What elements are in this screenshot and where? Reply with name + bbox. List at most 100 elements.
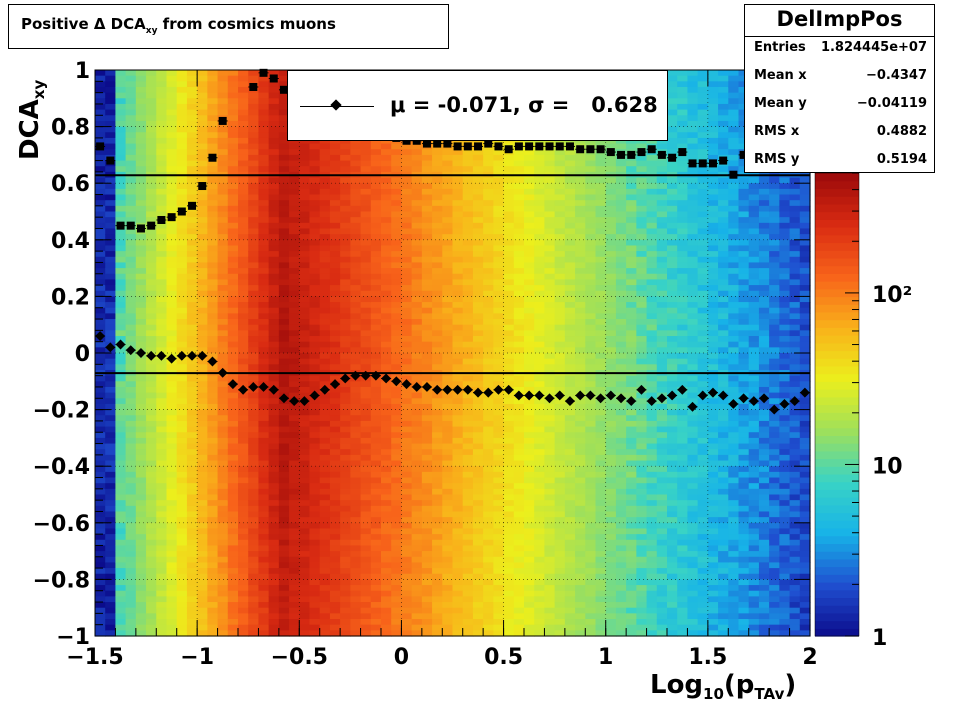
heatmap-cell [146, 409, 157, 416]
heatmap-cell [554, 619, 566, 626]
heatmap-cell [524, 375, 535, 382]
heatmap-cell [401, 319, 413, 326]
heatmap-cell [534, 409, 546, 416]
heatmap-cell [238, 205, 249, 213]
heatmap-cell [319, 313, 331, 320]
heatmap-cell [401, 551, 413, 558]
heatmap-cell [268, 262, 280, 269]
heatmap-cell [472, 268, 484, 275]
heatmap-cell [554, 149, 566, 156]
heatmap-cell [350, 290, 362, 297]
heatmap-cell [391, 194, 403, 201]
heatmap-cell [585, 177, 597, 184]
heatmap-cell [207, 522, 219, 530]
heatmap-cell [524, 386, 535, 394]
heatmap-cell [360, 392, 372, 399]
heatmap-cell [524, 573, 535, 580]
heatmap-cell [146, 268, 157, 275]
heatmap-cell [319, 494, 331, 501]
heatmap-cell [554, 262, 566, 269]
heatmap-cell [391, 511, 403, 518]
heatmap-cell [544, 602, 556, 609]
heatmap-cell [156, 268, 168, 275]
heatmap-cell [248, 296, 260, 303]
heatmap-cell [575, 353, 586, 360]
heatmap-cell [575, 200, 586, 207]
heatmap-cell [483, 596, 494, 603]
heatmap-cell [534, 619, 546, 626]
heatmap-cell [534, 160, 546, 167]
heatmap-cell [401, 177, 413, 184]
heatmap-cell [95, 307, 106, 314]
heatmap-cell [401, 188, 413, 196]
heatmap-cell [513, 262, 525, 269]
heatmap-cell [360, 624, 372, 631]
heatmap-cell [462, 619, 474, 626]
heatmap-cell [248, 353, 260, 360]
heatmap-cell [381, 590, 392, 597]
heatmap-cell [472, 358, 484, 365]
heatmap-cell [329, 551, 341, 558]
heatmap-cell [125, 205, 137, 213]
heatmap-cell [442, 324, 454, 331]
heatmap-cell [156, 296, 168, 303]
heatmap-cell [340, 602, 351, 609]
heatmap-cell [554, 443, 566, 450]
heatmap-cell [554, 239, 566, 247]
heatmap-cell [360, 517, 372, 524]
heatmap-cell [166, 319, 178, 326]
heatmap-cell [329, 358, 341, 365]
heatmap-cell [207, 228, 219, 235]
heatmap-cell [248, 160, 260, 167]
heatmap-cell [217, 454, 229, 462]
heatmap-cell [217, 375, 229, 382]
heatmap-cell [309, 188, 321, 196]
heatmap-cell [513, 443, 525, 450]
heatmap-cell [421, 375, 433, 382]
heatmap-cell [411, 234, 423, 241]
heatmap-cell [207, 313, 219, 320]
heatmap-cell [268, 120, 280, 128]
heatmap-cell [197, 403, 208, 411]
heatmap-cell [176, 81, 188, 88]
heatmap-cell [197, 511, 208, 518]
heatmap-cell [483, 551, 494, 558]
heatmap-cell [493, 607, 505, 614]
heatmap-cell [217, 392, 229, 399]
heatmap-cell [350, 386, 362, 394]
heatmap-cell [115, 579, 127, 586]
heatmap-cell [197, 285, 208, 292]
heatmap-cell [227, 217, 239, 224]
heatmap-cell [391, 285, 403, 292]
heatmap-cell [391, 251, 403, 258]
heatmap-cell [115, 568, 127, 575]
heatmap-cell [115, 551, 127, 558]
heatmap-cell [278, 98, 290, 105]
heatmap-cell [534, 607, 546, 614]
heatmap-cell [156, 205, 168, 213]
heatmap-cell [299, 426, 311, 433]
heatmap-cell [207, 188, 219, 196]
heatmap-cell [340, 477, 351, 484]
heatmap-cell [401, 613, 413, 620]
heatmap-cell [105, 166, 117, 173]
heatmap-cell [544, 222, 556, 230]
heatmap-cell [329, 324, 341, 331]
heatmap-cell [258, 262, 270, 269]
heatmap-cell [115, 109, 127, 116]
heatmap-cell [166, 103, 178, 111]
heatmap-cell [452, 381, 464, 388]
heatmap-cell [278, 460, 290, 467]
heatmap-cell [186, 143, 198, 150]
heatmap-cell [105, 488, 117, 496]
heatmap-cell [503, 239, 515, 247]
heatmap-cell [462, 568, 474, 575]
heatmap-cell [248, 143, 260, 150]
heatmap-cell [554, 222, 566, 230]
heatmap-cell [105, 415, 117, 422]
heatmap-cell [217, 522, 229, 530]
heatmap-cell [595, 437, 607, 445]
heatmap-cell [135, 630, 147, 637]
heatmap-cell [95, 296, 106, 303]
heatmap-cell [360, 539, 372, 547]
